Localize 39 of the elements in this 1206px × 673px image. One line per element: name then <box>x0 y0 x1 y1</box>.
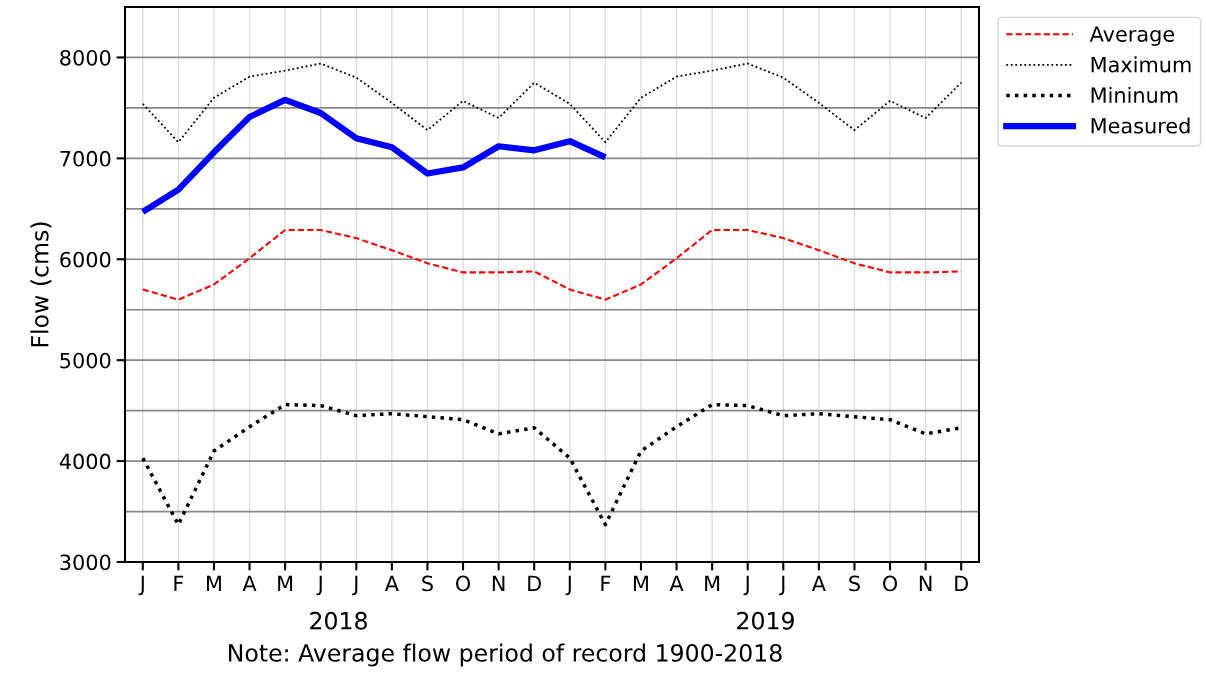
y-tick-label: 3000 <box>60 554 111 571</box>
text: Note: Average flow period of record 1900-2018 <box>229 643 782 667</box>
y-tick-label: 8000 <box>60 49 111 66</box>
x-tick-label: D <box>955 575 968 592</box>
x-tick-label: O <box>883 575 898 592</box>
legend-label: Mininum <box>1091 86 1178 104</box>
y-tick-label: 5000 <box>60 352 111 369</box>
text: 2019 <box>737 611 794 630</box>
x-tick-label: J <box>316 575 322 596</box>
x-tick-label: J <box>743 575 749 596</box>
x-tick-label: M <box>705 575 720 592</box>
x-tick-label: F <box>601 575 611 592</box>
x-tick-label: N <box>492 575 505 592</box>
legend-label: Measured <box>1091 117 1190 134</box>
x-tick-label: O <box>456 575 471 592</box>
x-tick-label: M <box>207 575 221 592</box>
y-tick-label: 4000 <box>59 453 111 470</box>
x-tick-label: F <box>174 575 184 592</box>
x-tick-label: S <box>422 575 433 592</box>
legend-label: Average <box>1089 26 1175 46</box>
text: 2018 <box>310 611 367 630</box>
x-tick-label: J <box>565 575 571 596</box>
x-tick-label: M <box>634 575 648 592</box>
line-series <box>141 62 963 144</box>
x-tick-label: A <box>242 575 257 592</box>
x-tick-label: N <box>919 575 932 592</box>
x-tick-label: D <box>528 575 541 592</box>
x-tick-label: M <box>278 575 293 592</box>
x-tick-label: J <box>138 575 144 596</box>
x-tick-label: A <box>384 575 399 592</box>
y-tick-label: 6000 <box>60 251 111 268</box>
legend-label: Maximum <box>1091 56 1191 73</box>
y-axis-title: Flow (cms) <box>30 222 52 347</box>
y-tick-label: 7000 <box>60 150 111 167</box>
x-tick-label: A <box>669 575 684 592</box>
x-tick-label: J <box>352 575 358 596</box>
x-tick-label: A <box>811 575 826 592</box>
x-tick-label: J <box>779 575 785 596</box>
x-tick-label: S <box>849 575 860 592</box>
